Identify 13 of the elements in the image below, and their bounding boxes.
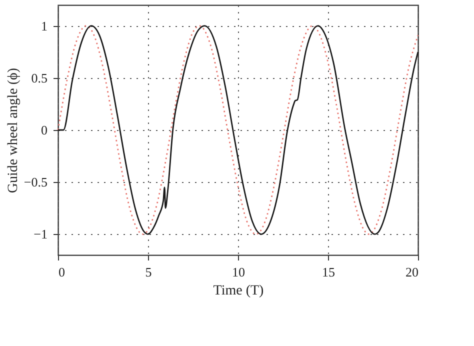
y-tick-label: 0 (41, 122, 48, 138)
y-axis-title: Guide wheel angle (ϕ) (6, 68, 21, 194)
x-tick-label: 5 (145, 264, 152, 280)
x-tick-label: 10 (232, 264, 245, 280)
x-axis-title: Time (T) (213, 284, 264, 298)
y-tick-label: −0.5 (24, 174, 48, 190)
y-tick-label: −1 (34, 226, 48, 242)
y-tick-label: 0.5 (31, 70, 48, 86)
x-tick-label: 20 (406, 264, 418, 280)
x-tick-label: 0 (58, 264, 65, 280)
x-tick-label: 15 (322, 264, 335, 280)
y-tick-label: 1 (41, 18, 48, 34)
line-series (57, 25, 419, 235)
